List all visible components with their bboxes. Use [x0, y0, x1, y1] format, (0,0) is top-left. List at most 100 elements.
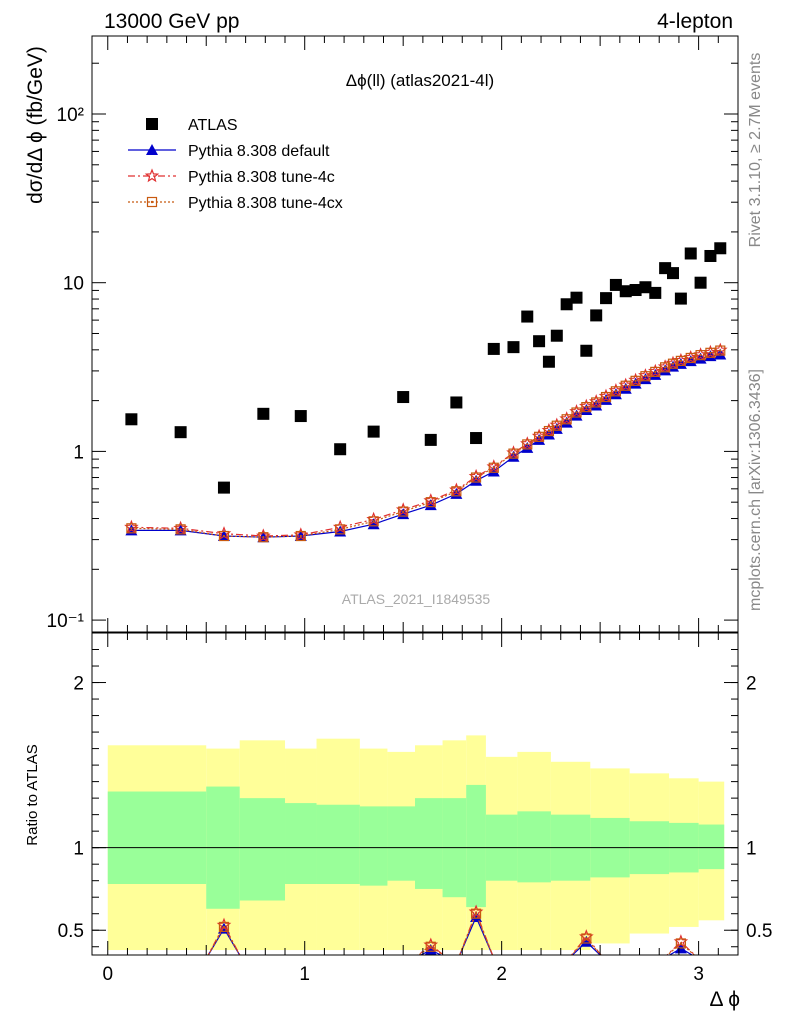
ratio-point-tune4cx-0-dot: [222, 925, 226, 929]
series-3-point-9: [451, 486, 462, 497]
band-green-16: [698, 824, 725, 870]
series-3-point-5: [335, 524, 346, 535]
series-3-point-26-dot: [654, 370, 657, 374]
series-3-point-18: [571, 407, 582, 418]
ratio-point-tune4cx-4-dot: [679, 942, 683, 945]
series-0-point-13: [521, 310, 534, 323]
series-1-point-11: [487, 465, 500, 477]
series-3-point-8-dot: [429, 500, 432, 504]
ratio-point-tune4cx-2-dot: [474, 912, 478, 915]
ratio-point-tune4cx-1: [425, 941, 436, 952]
ratio-y-axis-label: Ratio to ATLAS: [24, 744, 41, 845]
series-3-point-11: [488, 462, 499, 473]
series-line-2: [131, 349, 721, 537]
series-1-point-18: [570, 409, 583, 421]
series-0-point-16: [550, 329, 563, 342]
ratio-axes: 0 1 2 3 0.5 0.5 1 1 2 2: [58, 633, 772, 985]
series-1-point-33: [714, 348, 727, 360]
ratio-plot-frame: [91, 632, 739, 956]
series-0-point-23: [619, 285, 632, 298]
ratio-ytick-label-right-0: 0.5: [746, 921, 772, 942]
ratio-point-tune4cx-3: [581, 933, 592, 944]
series-3-point-13-dot: [526, 443, 529, 446]
ratio-series: [207, 904, 696, 955]
legend-label-0: ATLAS: [188, 117, 238, 134]
main-plot-frame: [91, 35, 739, 633]
series-3-point-26: [650, 366, 661, 377]
series-3-point-10: [470, 472, 482, 483]
series-0-point-30: [684, 247, 697, 260]
ratio-xtick-label-0: 0: [102, 964, 113, 985]
ratio-point-tune4cx-1-dot: [429, 945, 432, 948]
x-axis-label: Δ ϕ: [710, 988, 740, 1011]
series-0-point-21: [600, 292, 613, 305]
legend-marker-2: [144, 168, 160, 183]
series-1-point-20: [590, 399, 603, 411]
series-3-point-32-dot: [709, 351, 712, 355]
series-0-point-14: [533, 335, 546, 348]
series-3-point-14: [533, 431, 545, 442]
series-3-point-5-dot: [338, 528, 342, 531]
series-3-point-32: [705, 347, 716, 358]
series-3-point-4-dot: [299, 534, 302, 538]
series-0-point-4: [294, 410, 307, 423]
series-1-point-13: [521, 441, 534, 453]
series-3-point-7-dot: [401, 510, 405, 513]
series-3-point-23: [620, 380, 631, 391]
series-0-point-3: [257, 407, 270, 420]
series-0-point-6: [367, 425, 380, 438]
series-3-point-4: [295, 530, 306, 542]
band-green-4: [316, 804, 360, 884]
series-3-point-30: [685, 352, 696, 364]
series-0-point-26: [649, 286, 662, 299]
series-3-point-14-dot: [537, 435, 541, 439]
ratio-point-default-2: [470, 911, 483, 923]
series-3-point-24-dot: [634, 379, 637, 383]
series-0-point-25: [639, 281, 652, 294]
ratio-point-tune4cx-3-dot: [585, 937, 588, 940]
ratio-point-default-3: [580, 935, 593, 947]
series-0-point-24: [629, 284, 642, 297]
series-3-point-33: [715, 345, 726, 356]
legend-label-3: Pythia 8.308 tune-4cx: [188, 195, 343, 212]
series-0-point-8: [424, 433, 437, 446]
series-3-point-12: [508, 448, 519, 459]
series-3-point-20-dot: [594, 401, 598, 404]
series-3-point-15-dot: [547, 429, 551, 433]
rivet-info: Rivet 3.1.10, ≥ 2.7M events: [747, 53, 764, 248]
band-green-11: [517, 811, 551, 883]
series-3-point-16-dot: [555, 424, 559, 427]
ratio-point-tune4cx-2: [470, 908, 482, 919]
series-3-point-0: [126, 523, 137, 534]
ratio-xtick-label-1: 1: [299, 964, 310, 985]
series-3-point-25: [640, 371, 651, 382]
ratio-point-tune4cx-4: [675, 938, 686, 949]
series-3-point-1-dot: [179, 528, 182, 531]
series-0-point-18: [570, 291, 583, 304]
header-right: 4-lepton: [657, 10, 733, 33]
series-0-point-0: [125, 413, 138, 426]
band-green-7: [415, 798, 443, 889]
header-left: 13000 GeV pp: [104, 10, 239, 33]
series-3-point-27: [660, 362, 671, 373]
series-0-point-2: [217, 481, 230, 494]
analysis-watermark: ATLAS_2021_I1849535: [342, 591, 491, 607]
series-0-point-10: [470, 432, 483, 445]
ratio-ytick-label-right-2: 2: [746, 674, 757, 695]
legend-label-1: Pythia 8.308 default: [188, 143, 330, 160]
main-ytick-label-1: 1: [73, 442, 84, 463]
plot-title: Δϕ(ll) (atlas2021-4l): [346, 71, 494, 90]
series-0-point-17: [560, 298, 573, 311]
band-green-0: [107, 791, 207, 884]
series-3-point-22-dot: [614, 390, 618, 393]
series-3-point-8: [425, 497, 436, 508]
series-3-point-6-dot: [372, 520, 375, 523]
ratio-ytick-label-left-2: 2: [73, 674, 84, 695]
series-3-point-29: [675, 355, 686, 366]
legend: ATLAS Pythia 8.308 default Pythia 8.308 tu…: [128, 117, 343, 212]
ratio-xtick-label-3: 3: [693, 964, 704, 985]
series-3-point-19-dot: [585, 405, 588, 409]
series-3-point-15: [543, 425, 555, 437]
series-3-point-30-dot: [689, 356, 692, 360]
series-0-point-19: [580, 344, 593, 357]
